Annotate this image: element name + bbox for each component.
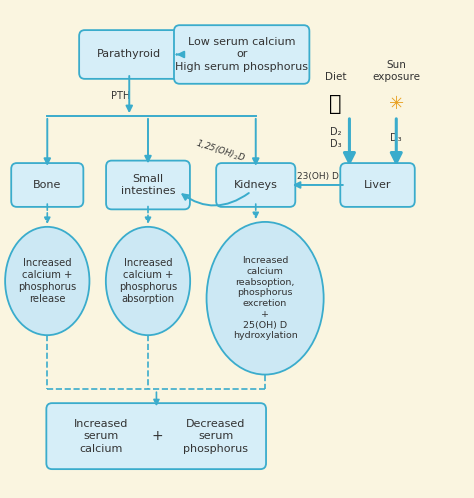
Text: Increased
calcium +
phosphorus
release: Increased calcium + phosphorus release [18,258,76,304]
Text: Decreased
serum
phosphorus: Decreased serum phosphorus [183,419,248,454]
Ellipse shape [106,227,190,335]
Text: D₃: D₃ [391,133,402,143]
Text: Low serum calcium
or
High serum phosphorus: Low serum calcium or High serum phosphor… [175,37,308,72]
Text: ✳: ✳ [389,95,404,113]
Text: Bone: Bone [33,180,62,190]
Text: Increased
calcium
reabsoption,
phosphorus
excretion
+
25(OH) D
hydroxylation: Increased calcium reabsoption, phosphoru… [233,256,298,340]
Ellipse shape [5,227,90,335]
Text: +: + [152,429,163,443]
FancyBboxPatch shape [340,163,415,207]
Text: Kidneys: Kidneys [234,180,278,190]
FancyBboxPatch shape [46,403,266,469]
Text: Increased
calcium +
phosphorus
absorption: Increased calcium + phosphorus absorptio… [119,258,177,304]
Text: Sun
exposure: Sun exposure [372,60,420,82]
Text: Diet: Diet [325,72,346,82]
Ellipse shape [207,222,324,374]
FancyBboxPatch shape [79,30,179,79]
Text: 🍎: 🍎 [329,94,342,114]
Text: PTH: PTH [110,91,130,101]
FancyBboxPatch shape [174,25,310,84]
FancyBboxPatch shape [216,163,295,207]
FancyBboxPatch shape [11,163,83,207]
Text: D₂
D₃: D₂ D₃ [329,127,341,149]
Text: 23(OH) D: 23(OH) D [297,172,338,181]
FancyArrowPatch shape [182,193,249,206]
Text: Small
intestines: Small intestines [121,174,175,196]
Text: 1,25(OH)$_2$D: 1,25(OH)$_2$D [194,137,247,165]
Text: Parathyroid: Parathyroid [97,49,161,59]
FancyBboxPatch shape [106,161,190,209]
Text: Increased
serum
calcium: Increased serum calcium [74,419,128,454]
Text: Liver: Liver [364,180,391,190]
